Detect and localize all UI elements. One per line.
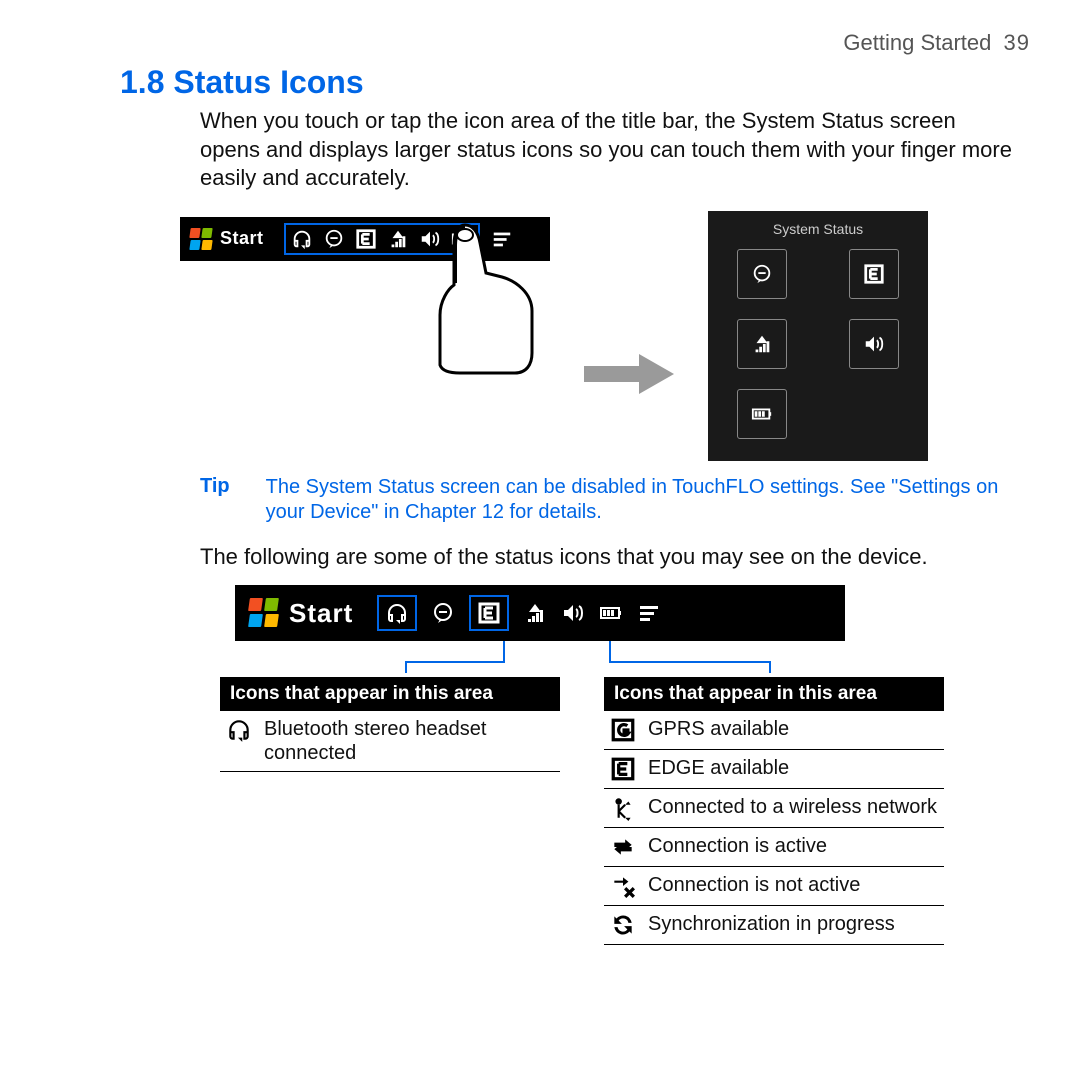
volume-icon xyxy=(561,601,585,625)
arrow-right-icon xyxy=(584,354,674,394)
figure-2: Start xyxy=(235,585,845,677)
page-number: 39 xyxy=(1004,30,1030,55)
panel-volume-icon xyxy=(849,319,899,369)
speech-icon xyxy=(431,601,455,625)
connection-active-icon xyxy=(608,834,638,860)
legend-row: Synchronization in progress xyxy=(604,906,944,945)
tip-block: Tip The System Status screen can be disa… xyxy=(200,475,1020,525)
tip-label: Tip xyxy=(200,475,230,525)
legend-row: GPRS available xyxy=(604,711,944,750)
windows-logo-icon xyxy=(249,598,279,628)
signal-icon xyxy=(523,601,547,625)
wireless-icon xyxy=(608,795,638,821)
edge-icon xyxy=(477,601,501,625)
menu-icon xyxy=(637,601,661,625)
battery-icon xyxy=(599,601,623,625)
panel-signal-icon xyxy=(737,319,787,369)
signal-icon xyxy=(386,227,410,251)
legend-left: Icons that appear in this area Bluetooth… xyxy=(220,677,560,945)
sync-icon xyxy=(608,912,638,938)
panel-battery-icon xyxy=(737,389,787,439)
start-label: Start xyxy=(289,598,353,629)
headphones-icon xyxy=(385,601,409,625)
legend-row: EDGE available xyxy=(604,750,944,789)
legend-row: Connection is active xyxy=(604,828,944,867)
edge-icon xyxy=(608,756,638,782)
legend-right: Icons that appear in this area GPRS avai… xyxy=(604,677,944,945)
section-title: 1.8 Status Icons xyxy=(120,64,1040,101)
paragraph-2: The following are some of the status ico… xyxy=(200,543,1020,572)
hand-illustration xyxy=(420,215,540,375)
gprs-icon xyxy=(608,717,638,743)
tip-text: The System Status screen can be disabled… xyxy=(266,475,1020,525)
legend-row: Connection is not active xyxy=(604,867,944,906)
titlebar-large: Start xyxy=(235,585,845,641)
start-label: Start xyxy=(220,228,264,249)
callout-lines xyxy=(235,641,845,677)
connection-inactive-icon xyxy=(608,873,638,899)
legend-row: Connected to a wireless network xyxy=(604,789,944,828)
headphones-icon xyxy=(224,717,254,743)
system-status-title: System Status xyxy=(724,221,912,237)
figure-1: Start xyxy=(180,217,1040,461)
legend-right-header: Icons that appear in this area xyxy=(604,677,944,711)
legend-row: Bluetooth stereo headset connected xyxy=(220,711,560,772)
chapter-name: Getting Started xyxy=(843,30,991,55)
speech-icon xyxy=(322,227,346,251)
intro-paragraph: When you touch or tap the icon area of t… xyxy=(200,107,1020,193)
system-status-panel: System Status xyxy=(708,211,928,461)
legend-left-header: Icons that appear in this area xyxy=(220,677,560,711)
panel-speech-icon xyxy=(737,249,787,299)
headphones-icon xyxy=(290,227,314,251)
running-header: Getting Started 39 xyxy=(40,30,1040,56)
windows-logo-icon xyxy=(190,228,212,250)
panel-edge-icon xyxy=(849,249,899,299)
edge-icon xyxy=(354,227,378,251)
